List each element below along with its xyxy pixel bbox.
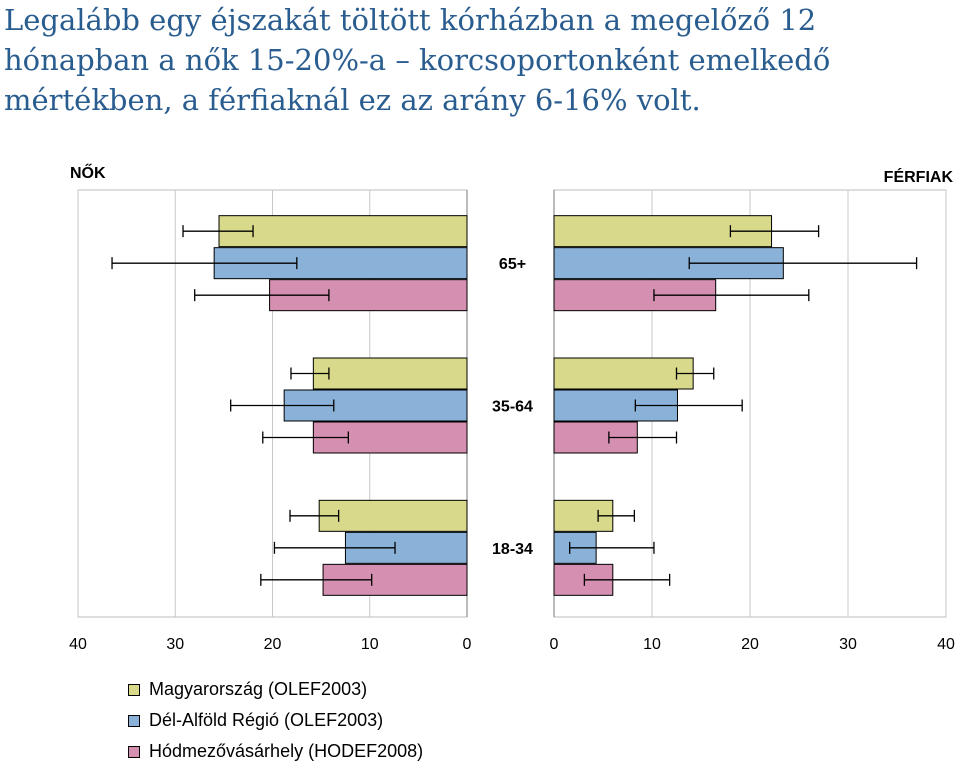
women-x-tick-label: 40 [69, 636, 87, 653]
category-label: 18-34 [492, 541, 533, 558]
legend-label-hodmezovasarhely: Hódmezővásárhely (HODEF2008) [149, 741, 424, 761]
legend-swatch-south-great-plain [128, 714, 140, 727]
men-x-tick-label: 10 [643, 636, 661, 653]
category-label: 35-64 [492, 399, 533, 416]
slide-title-line-1: Legalább egy éjszakát töltött kórházban … [4, 3, 817, 37]
slide-title: Legalább egy éjszakát töltött kórházban … [4, 0, 954, 120]
women-bar [318, 499, 468, 532]
women-x-tick-label: 0 [463, 636, 472, 653]
women-x-tick-label: 30 [166, 636, 184, 653]
men-x-tick-label: 40 [937, 636, 955, 653]
legend-swatch-hodmezovasarhely [128, 745, 140, 758]
men-panel-title: FÉRFIAK [884, 167, 954, 186]
legend-item-south-great-plain: Dél-Alföld Régió (OLEF2003) [128, 705, 423, 736]
men-x-tick-label: 20 [741, 636, 759, 653]
slide-title-line-2: hónapban a nők 15-20%-a – korcsoportonké… [4, 43, 831, 77]
legend: Magyarország (OLEF2003) Dél-Alföld Régió… [128, 674, 423, 767]
women-bar [312, 357, 468, 390]
legend-label-south-great-plain: Dél-Alföld Régió (OLEF2003) [149, 710, 384, 730]
women-bar [218, 215, 468, 248]
men-x-tick-label: 30 [839, 636, 857, 653]
women-x-tick-label: 10 [361, 636, 379, 653]
legend-item-hodmezovasarhely: Hódmezővásárhely (HODEF2008) [128, 736, 423, 767]
slide-title-line-3: mértékben, a férfiaknál ez az arány 6-16… [4, 83, 701, 117]
legend-label-hungary: Magyarország (OLEF2003) [149, 679, 368, 699]
women-x-tick-label: 20 [264, 636, 282, 653]
category-label: 65+ [499, 256, 526, 273]
legend-item-hungary: Magyarország (OLEF2003) [128, 674, 423, 705]
men-x-tick-label: 0 [550, 636, 559, 653]
women-panel-title: NŐK [70, 163, 106, 182]
men-bar [553, 357, 694, 390]
legend-swatch-hungary [128, 683, 140, 696]
